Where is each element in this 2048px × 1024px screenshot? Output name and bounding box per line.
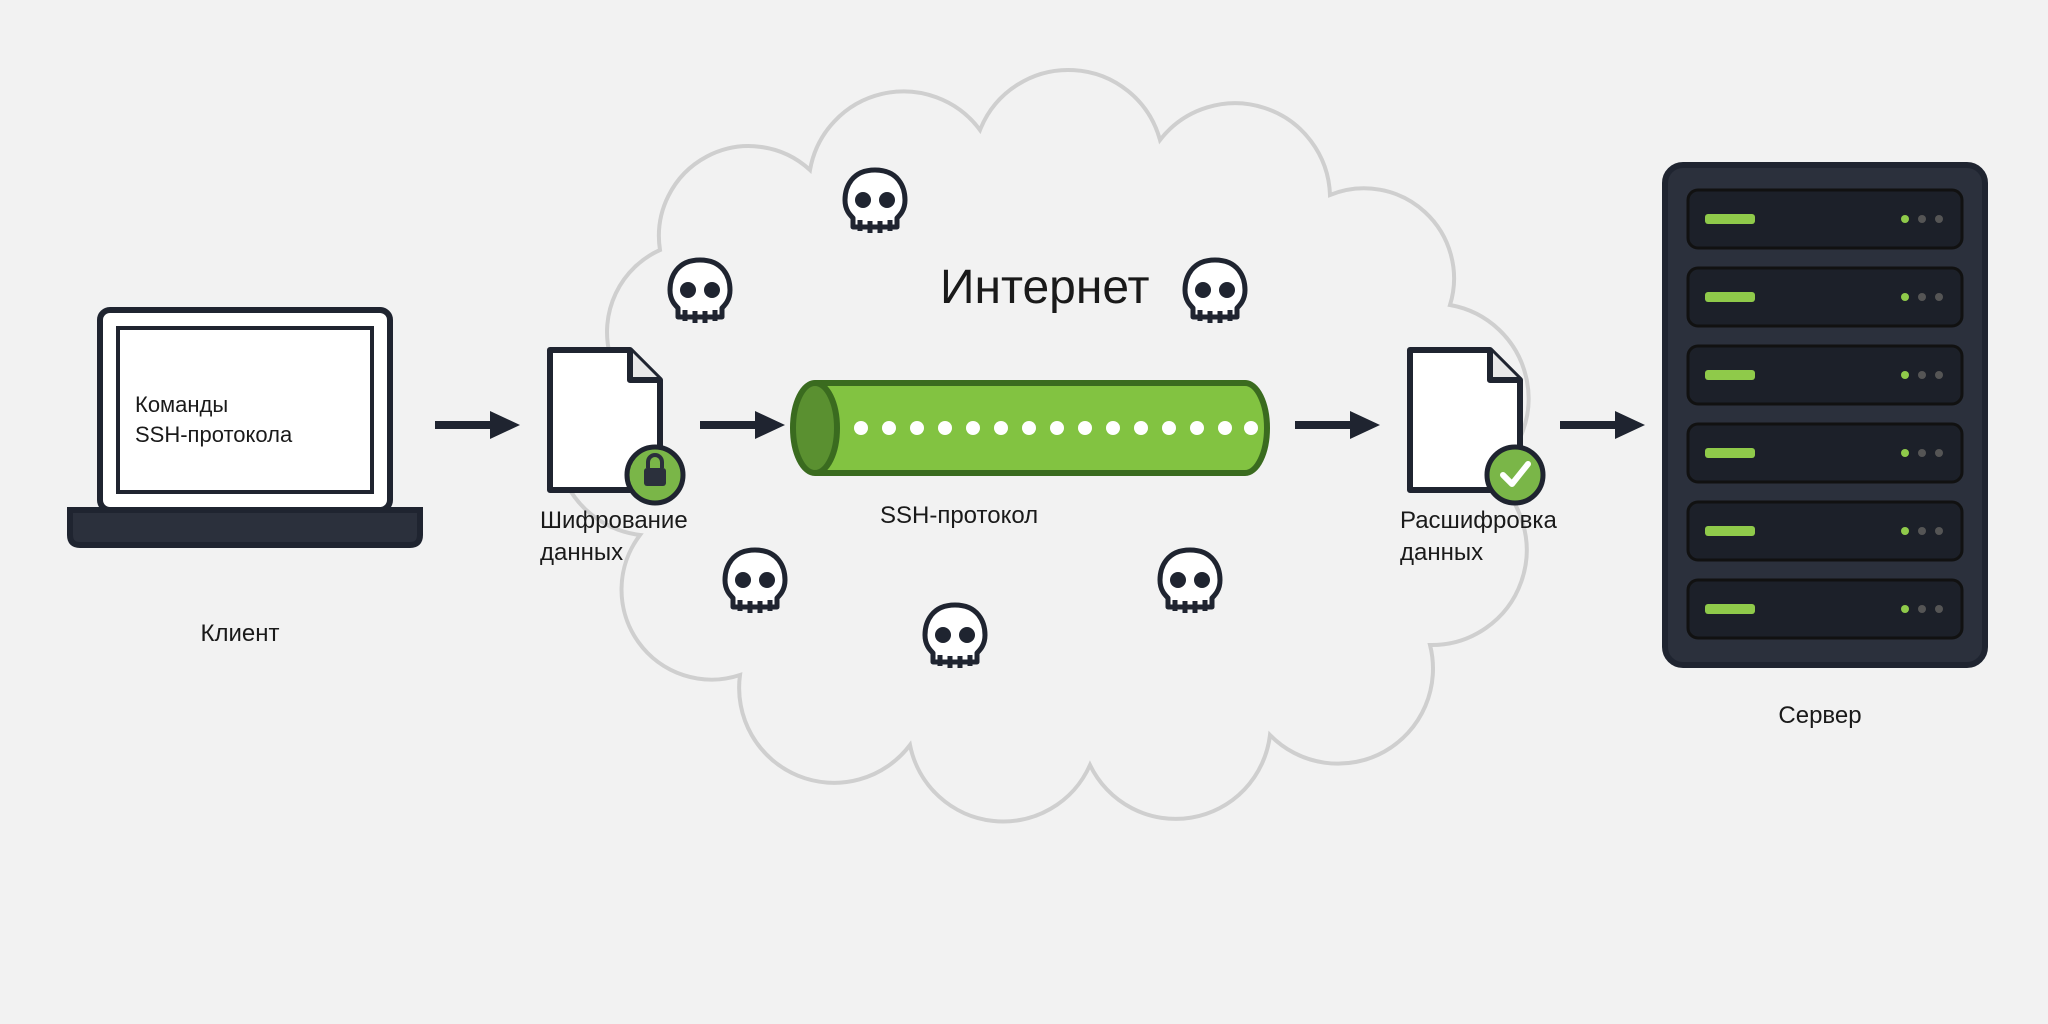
tunnel-label: SSH-протокол	[880, 500, 1038, 532]
laptop-text: Команды SSH-протокола	[135, 390, 292, 449]
client-label: Клиент	[140, 618, 340, 650]
arrow-icon	[1555, 405, 1655, 445]
decrypt-label: Расшифровка данных	[1400, 505, 1557, 570]
skull-icon	[1155, 545, 1225, 620]
skull-icon	[920, 600, 990, 675]
skull-icon	[1180, 255, 1250, 330]
skull-icon	[720, 545, 790, 620]
internet-title: Интернет	[940, 260, 1149, 315]
ssh-tunnel-icon	[785, 375, 1275, 485]
arrow-icon	[695, 405, 795, 445]
document-check-icon	[1400, 340, 1550, 510]
server-label: Сервер	[1720, 700, 1920, 732]
document-lock-icon	[540, 340, 690, 510]
skull-icon	[665, 255, 735, 330]
diagram-stage: Команды SSH-протокола	[0, 0, 2048, 1024]
arrow-icon	[1290, 405, 1390, 445]
arrow-icon	[430, 405, 530, 445]
server-icon	[1660, 160, 1990, 670]
skull-icon	[840, 165, 910, 240]
encrypt-label: Шифрование данных	[540, 505, 688, 570]
